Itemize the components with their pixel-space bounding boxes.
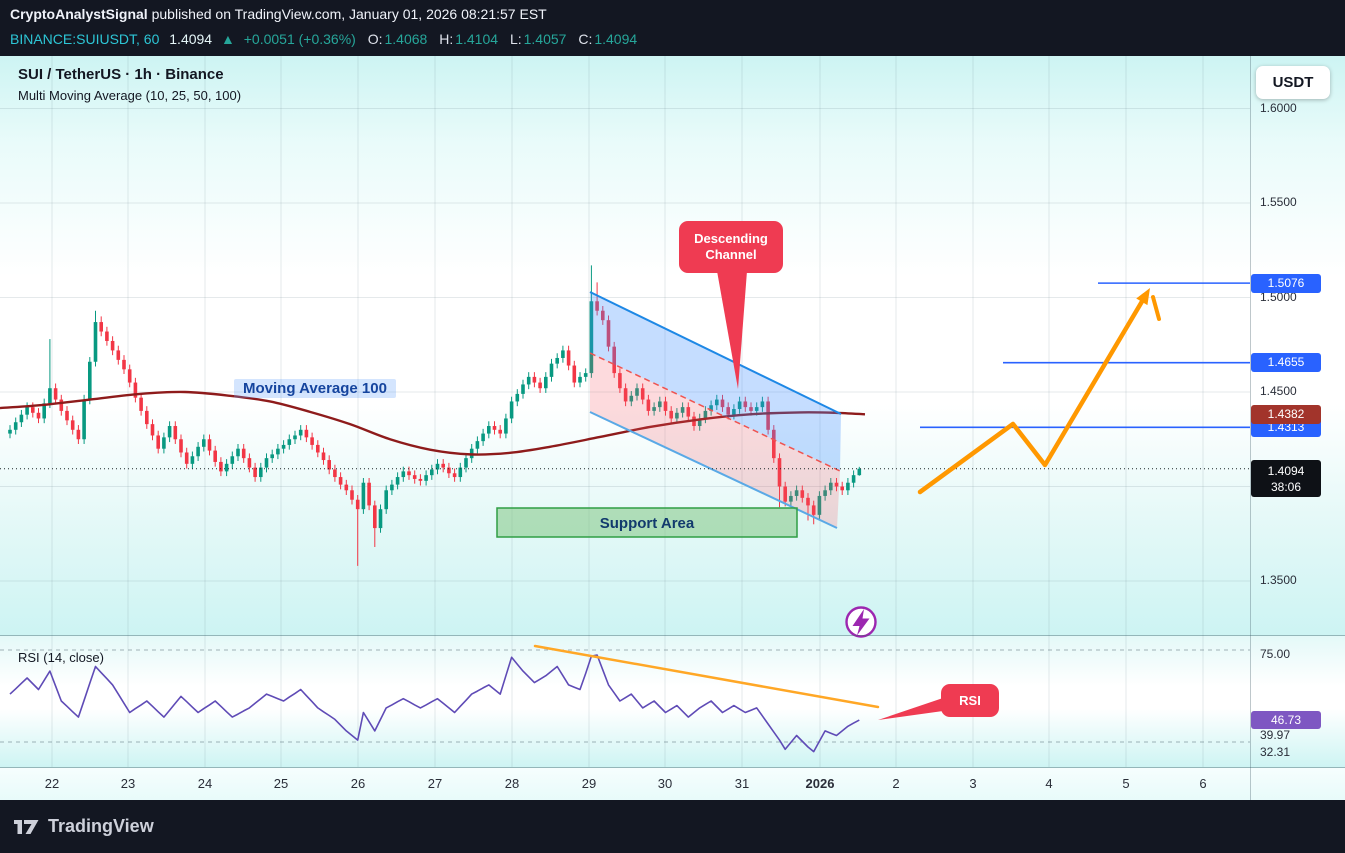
price-chart-pane[interactable] — [0, 56, 1345, 636]
chart-legend: SUI / TetherUS · 1h · Binance Multi Movi… — [18, 66, 241, 103]
symbol-title[interactable]: SUI / TetherUS · 1h · Binance — [18, 66, 224, 83]
price-scale[interactable] — [1250, 56, 1345, 768]
time-axis-divider[interactable] — [0, 767, 1345, 768]
ohlc-close: C: 1.4094 — [578, 31, 638, 47]
publish-text: published on TradingView.com, January 01… — [151, 6, 547, 22]
symbol-name: BINANCE:SUIUSDT, 60 — [10, 31, 160, 47]
bottom-bar: TradingView — [0, 800, 1345, 853]
indicator-title[interactable]: Multi Moving Average (10, 25, 50, 100) — [18, 88, 242, 103]
tradingview-wordmark[interactable]: TradingView — [48, 816, 154, 836]
tradingview-logo-icon[interactable] — [14, 816, 39, 838]
author-name: CryptoAnalystSignal — [10, 6, 148, 22]
last-price: 1.4094 — [169, 31, 213, 47]
symbol-info-bar: BINANCE:SUIUSDT, 60 1.4094 ▲ +0.0051 (+0… — [10, 31, 637, 47]
time-axis[interactable] — [0, 768, 1345, 800]
publish-info-bar: CryptoAnalystSignal published on Trading… — [0, 0, 1345, 56]
direction-up-icon: ▲ — [220, 31, 235, 47]
pane-divider[interactable] — [0, 635, 1345, 636]
rsi-pane[interactable] — [0, 636, 1345, 768]
publish-info: CryptoAnalystSignal published on Trading… — [10, 6, 547, 22]
currency-toggle-button[interactable]: USDT — [1256, 66, 1330, 99]
ohlc-low: L: 1.4057 — [509, 31, 567, 47]
rsi-indicator-label[interactable]: RSI (14, close) — [18, 650, 104, 665]
ohlc-high: H: 1.4104 — [439, 31, 499, 47]
price-change: +0.0051 (+0.36%) — [243, 31, 356, 47]
ohlc-open: O: 1.4068 — [367, 31, 428, 47]
